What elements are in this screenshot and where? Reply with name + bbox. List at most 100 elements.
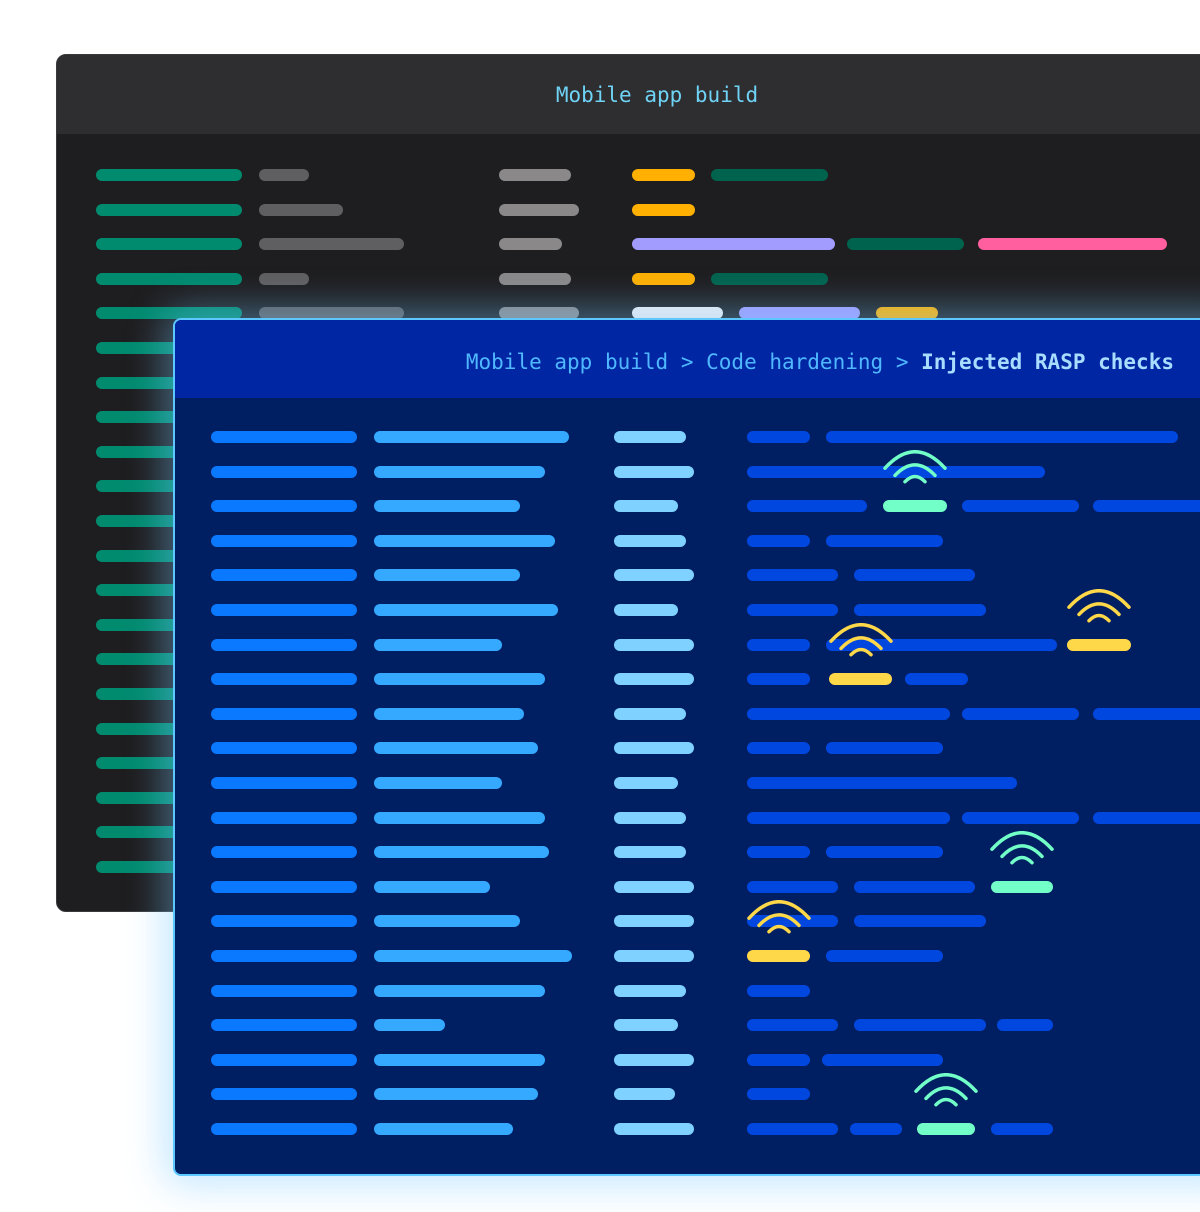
code-line-bar bbox=[711, 272, 828, 285]
code-line-bar bbox=[211, 1123, 357, 1135]
code-line-bar bbox=[96, 238, 242, 251]
code-line-bar bbox=[614, 569, 694, 582]
code-line-bar bbox=[614, 1088, 675, 1101]
code-line-bar bbox=[614, 465, 694, 478]
code-line-bar bbox=[614, 604, 678, 616]
code-line-bar bbox=[747, 638, 810, 651]
code-line-bar bbox=[978, 238, 1167, 251]
code-line-bar bbox=[826, 742, 943, 755]
code-line-bar bbox=[747, 1123, 838, 1135]
code-line-bar bbox=[614, 534, 686, 547]
code-line-bar bbox=[747, 1088, 810, 1101]
code-line-bar bbox=[847, 238, 964, 251]
code-line-bar bbox=[614, 1123, 694, 1135]
signal-icon bbox=[990, 830, 1054, 865]
code-line-bar bbox=[614, 673, 694, 686]
code-line-bar bbox=[259, 169, 309, 181]
code-line-bar bbox=[499, 169, 571, 181]
code-line-bar bbox=[850, 1123, 902, 1135]
code-line-bar bbox=[374, 1019, 445, 1032]
code-line-bar bbox=[1093, 707, 1200, 720]
breadcrumb-current: Injected RASP checks bbox=[921, 350, 1174, 374]
rasp-check-marker bbox=[1067, 638, 1131, 651]
code-line-bar bbox=[854, 1019, 986, 1032]
code-line-bar bbox=[826, 950, 943, 962]
code-line-bar bbox=[374, 638, 502, 651]
code-line-bar bbox=[96, 203, 242, 216]
code-line-bar bbox=[211, 500, 357, 513]
hardened-window-header: Mobile app build > Code hardening > Inje… bbox=[175, 320, 1200, 398]
code-line-bar bbox=[747, 811, 950, 824]
build-window-header: Mobile app build bbox=[57, 55, 1200, 134]
rasp-check-marker bbox=[883, 500, 947, 513]
breadcrumb-separator: > bbox=[895, 350, 909, 374]
build-window-title: Mobile app build bbox=[555, 83, 759, 107]
code-line-bar bbox=[822, 1053, 943, 1066]
code-line-bar bbox=[1093, 811, 1200, 824]
code-line-bar bbox=[614, 1019, 678, 1032]
code-line-bar bbox=[499, 203, 579, 216]
code-line-bar bbox=[614, 1053, 694, 1066]
code-line-bar bbox=[854, 915, 986, 928]
code-line-bar bbox=[374, 811, 545, 824]
code-line-bar bbox=[374, 950, 572, 962]
code-line-bar bbox=[374, 500, 520, 513]
code-line-bar bbox=[632, 238, 835, 251]
code-line-bar bbox=[747, 984, 810, 997]
code-line-bar bbox=[905, 673, 968, 686]
code-line-bar bbox=[374, 846, 549, 859]
code-line-bar bbox=[747, 777, 1017, 789]
code-line-bar bbox=[211, 742, 357, 755]
code-line-bar bbox=[259, 238, 404, 251]
code-line-bar bbox=[997, 1019, 1053, 1032]
code-line-bar bbox=[854, 880, 975, 893]
code-line-bar bbox=[747, 604, 838, 616]
code-line-bar bbox=[211, 880, 357, 893]
code-line-bar bbox=[747, 569, 838, 582]
hardened-code-window: Mobile app build > Code hardening > Inje… bbox=[173, 318, 1200, 1176]
rasp-check-marker bbox=[829, 673, 892, 686]
code-line-bar bbox=[211, 777, 357, 789]
code-line-bar bbox=[96, 307, 242, 320]
code-line-bar bbox=[96, 169, 242, 181]
code-line-bar bbox=[211, 1088, 357, 1101]
code-line-bar bbox=[747, 1019, 838, 1032]
breadcrumb-separator: > bbox=[680, 350, 694, 374]
code-line-bar bbox=[374, 777, 502, 789]
code-line-bar bbox=[747, 846, 810, 859]
code-line-bar bbox=[211, 811, 357, 824]
code-line-bar bbox=[374, 742, 538, 755]
code-line-bar bbox=[211, 604, 357, 616]
code-line-bar bbox=[614, 638, 694, 651]
breadcrumb-item[interactable]: Code hardening bbox=[706, 350, 884, 374]
code-line-bar bbox=[211, 1053, 357, 1066]
code-line-bar bbox=[614, 915, 694, 928]
code-line-bar bbox=[826, 846, 943, 859]
code-line-bar bbox=[499, 272, 571, 285]
code-line-bar bbox=[614, 431, 686, 443]
code-line-bar bbox=[374, 673, 545, 686]
code-line-bar bbox=[739, 307, 860, 320]
code-line-bar bbox=[374, 1123, 513, 1135]
code-line-bar bbox=[632, 203, 695, 216]
code-line-bar bbox=[211, 431, 357, 443]
signal-icon bbox=[883, 450, 947, 484]
code-line-bar bbox=[826, 638, 1057, 651]
code-line-bar bbox=[962, 707, 1079, 720]
code-line-bar bbox=[747, 500, 867, 513]
code-line-bar bbox=[211, 915, 357, 928]
code-line-bar bbox=[259, 307, 404, 320]
code-line-bar bbox=[747, 465, 1045, 478]
code-line-bar bbox=[374, 915, 520, 928]
code-line-bar bbox=[747, 534, 810, 547]
code-line-bar bbox=[962, 500, 1079, 513]
rasp-check-marker bbox=[917, 1123, 975, 1135]
code-line-bar bbox=[614, 846, 686, 859]
code-line-bar bbox=[211, 534, 357, 547]
code-line-bar bbox=[499, 307, 579, 320]
code-line-bar bbox=[374, 880, 490, 893]
code-line-bar bbox=[962, 811, 1079, 824]
code-line-bar bbox=[96, 272, 242, 285]
signal-icon bbox=[746, 900, 811, 934]
breadcrumb-item[interactable]: Mobile app build bbox=[465, 350, 669, 374]
